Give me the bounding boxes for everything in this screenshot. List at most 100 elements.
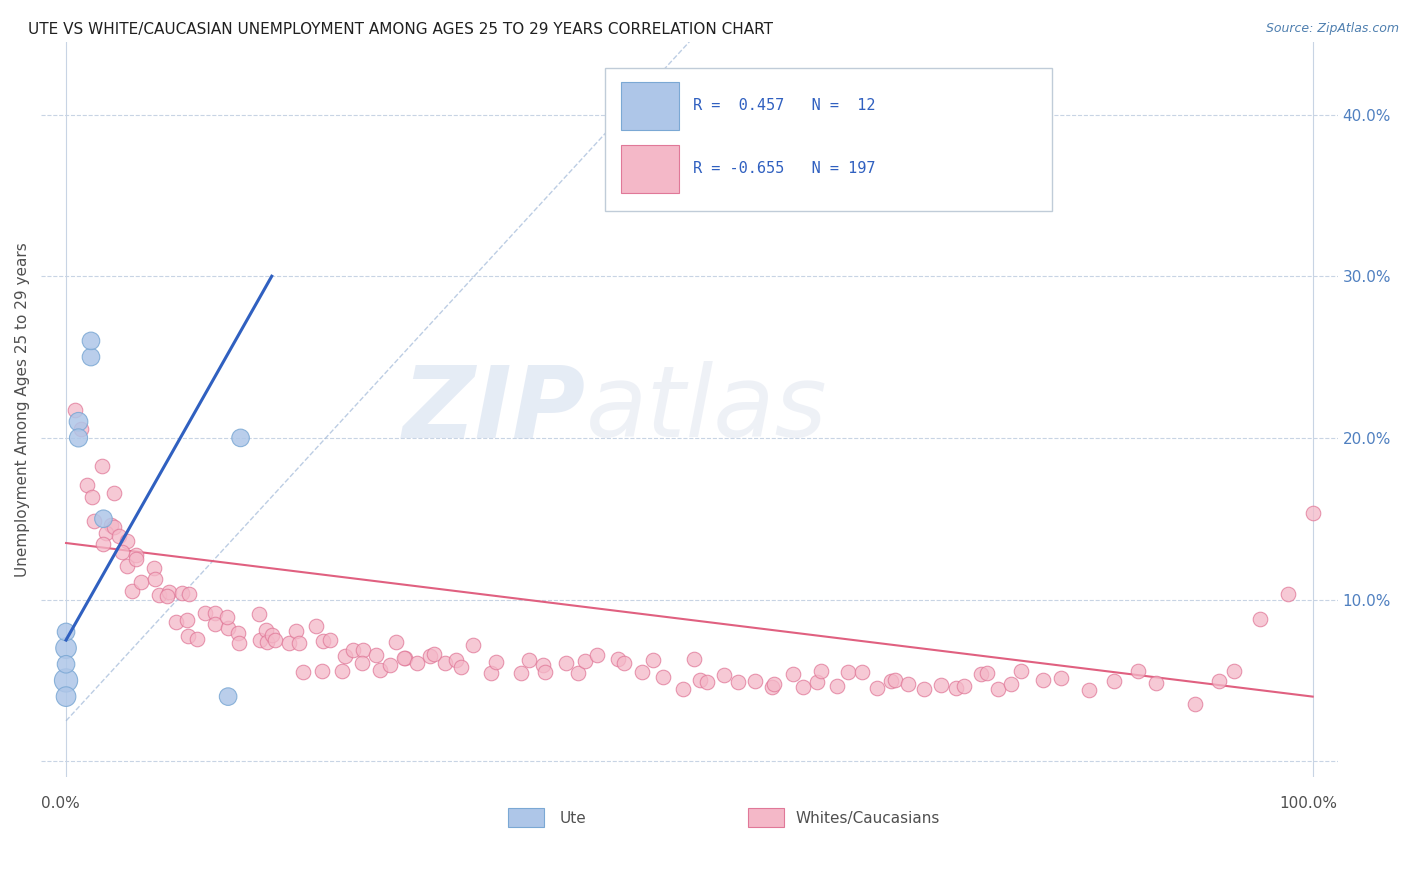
- Point: [1302, 506, 1324, 520]
- Point: [264, 632, 287, 647]
- Point: [509, 666, 531, 681]
- Point: [70, 421, 93, 435]
- Point: [606, 652, 628, 666]
- Text: Ute: Ute: [560, 811, 586, 826]
- Point: [613, 656, 636, 670]
- Point: [80, 334, 103, 348]
- Point: [1128, 664, 1150, 678]
- Point: [80, 490, 103, 504]
- Point: [65, 403, 87, 417]
- Point: [254, 624, 277, 638]
- Point: [1078, 683, 1101, 698]
- Point: [929, 678, 952, 692]
- Point: [247, 607, 270, 622]
- Point: [157, 585, 180, 599]
- Point: [55, 657, 77, 672]
- Point: [125, 548, 148, 562]
- Point: [806, 675, 828, 690]
- Point: [165, 615, 187, 630]
- Point: [176, 613, 198, 627]
- Point: [76, 478, 98, 492]
- Point: [311, 634, 333, 648]
- Point: [567, 665, 589, 680]
- Point: [419, 648, 441, 663]
- Point: [446, 653, 468, 667]
- Point: [1050, 671, 1073, 685]
- Point: [1249, 612, 1271, 626]
- Point: [406, 657, 429, 671]
- Point: [370, 663, 392, 677]
- Point: [115, 559, 138, 574]
- Point: [143, 572, 166, 586]
- Point: [1104, 673, 1126, 688]
- Point: [385, 635, 408, 649]
- Point: [229, 431, 252, 445]
- Point: [827, 679, 849, 693]
- Point: [156, 589, 179, 603]
- Point: [641, 653, 664, 667]
- Point: [55, 690, 77, 704]
- Point: [226, 626, 249, 640]
- Point: [335, 649, 357, 664]
- Point: [83, 514, 105, 528]
- Point: [1208, 674, 1230, 689]
- Point: [352, 642, 374, 657]
- Point: [485, 655, 508, 669]
- Text: 100.0%: 100.0%: [1279, 796, 1337, 811]
- Point: [945, 681, 967, 696]
- Point: [142, 561, 165, 575]
- Point: [1222, 665, 1244, 679]
- Point: [479, 666, 502, 681]
- Point: [696, 674, 718, 689]
- Point: [67, 431, 90, 445]
- Point: [884, 673, 907, 688]
- Point: [586, 648, 609, 662]
- Point: [713, 668, 735, 682]
- Point: [278, 636, 301, 650]
- Point: [55, 641, 77, 656]
- Point: [1184, 698, 1206, 712]
- Point: [342, 643, 364, 657]
- Point: [249, 632, 271, 647]
- Text: ZIP: ZIP: [402, 361, 586, 458]
- Bar: [748, 808, 785, 827]
- Point: [177, 587, 200, 601]
- Point: [305, 618, 328, 632]
- Point: [288, 636, 311, 650]
- Point: [970, 667, 993, 681]
- Bar: [508, 808, 544, 827]
- Point: [897, 677, 920, 691]
- Point: [111, 545, 134, 559]
- Point: [170, 586, 193, 600]
- Point: [380, 657, 402, 672]
- Point: [291, 665, 314, 680]
- Text: R = -0.655   N = 197: R = -0.655 N = 197: [693, 161, 876, 176]
- Text: Source: ZipAtlas.com: Source: ZipAtlas.com: [1265, 22, 1399, 36]
- Point: [100, 518, 122, 533]
- Point: [121, 584, 143, 599]
- Point: [194, 606, 217, 620]
- Point: [792, 680, 814, 694]
- Point: [880, 674, 903, 689]
- Point: [91, 537, 114, 551]
- Point: [204, 617, 226, 632]
- Point: [311, 665, 333, 679]
- Point: [672, 682, 695, 697]
- Point: [394, 651, 416, 665]
- Point: [461, 638, 484, 652]
- Point: [651, 670, 673, 684]
- Point: [689, 673, 711, 687]
- Point: [103, 486, 125, 500]
- Point: [215, 610, 238, 624]
- Text: 0.0%: 0.0%: [41, 796, 80, 811]
- Point: [1000, 677, 1022, 691]
- Point: [1010, 664, 1032, 678]
- Point: [865, 681, 887, 696]
- Point: [217, 621, 239, 635]
- Point: [96, 525, 118, 540]
- Point: [55, 673, 77, 688]
- Point: [727, 675, 749, 690]
- Point: [217, 690, 239, 704]
- Y-axis label: Unemployment Among Ages 25 to 29 years: Unemployment Among Ages 25 to 29 years: [15, 243, 30, 577]
- Point: [204, 606, 226, 620]
